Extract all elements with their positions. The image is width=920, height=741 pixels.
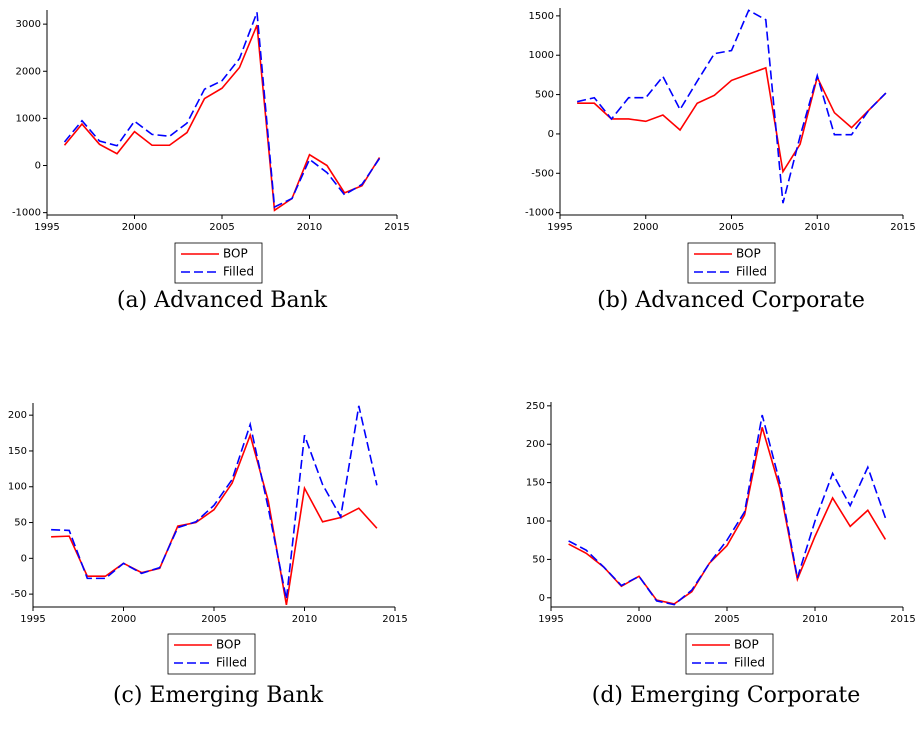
legend-label: Filled bbox=[223, 265, 254, 279]
y-tick-label: 0 bbox=[539, 593, 545, 604]
legend-box bbox=[687, 242, 776, 284]
series-line bbox=[51, 432, 378, 605]
legend-box bbox=[174, 242, 263, 284]
y-tick-label: 1500 bbox=[529, 11, 554, 22]
y-tick-label: 0 bbox=[21, 553, 27, 564]
y-tick-label: 200 bbox=[526, 439, 545, 450]
legend-label: BOP bbox=[734, 638, 759, 652]
x-tick-label: 2005 bbox=[719, 222, 744, 233]
legend-box bbox=[685, 633, 774, 675]
x-tick-label: 1995 bbox=[538, 614, 563, 625]
y-tick-label: -500 bbox=[531, 168, 554, 179]
x-tick-label: 2015 bbox=[384, 222, 409, 233]
series-line bbox=[63, 12, 381, 209]
x-tick-label: 1995 bbox=[547, 222, 572, 233]
y-tick-label: 150 bbox=[8, 446, 27, 457]
legend-box bbox=[167, 633, 256, 675]
y-tick-label: 100 bbox=[526, 516, 545, 527]
caption: (a) Advanced Bank bbox=[117, 288, 328, 313]
legend-label: BOP bbox=[223, 247, 248, 261]
y-tick-label: 100 bbox=[8, 482, 27, 493]
series-line bbox=[63, 24, 381, 212]
series-line bbox=[576, 9, 887, 204]
caption: (b) Advanced Corporate bbox=[597, 288, 865, 313]
x-tick-label: 2000 bbox=[633, 222, 658, 233]
caption: (c) Emerging Bank bbox=[113, 683, 324, 708]
x-tick-label: 2005 bbox=[209, 222, 234, 233]
x-tick-label: 2010 bbox=[297, 222, 322, 233]
y-tick-label: 0 bbox=[35, 161, 41, 172]
x-tick-label: 2005 bbox=[201, 614, 226, 625]
legend-label: Filled bbox=[734, 656, 765, 670]
x-tick-label: 2010 bbox=[292, 614, 317, 625]
y-tick-label: 1000 bbox=[16, 113, 41, 124]
y-tick-label: 1000 bbox=[529, 50, 554, 61]
y-tick-label: 50 bbox=[14, 518, 27, 529]
legend-label: BOP bbox=[216, 638, 241, 652]
legend-label: Filled bbox=[216, 656, 247, 670]
y-tick-label: 500 bbox=[535, 90, 554, 101]
legend-label: BOP bbox=[736, 247, 761, 261]
x-tick-label: 2000 bbox=[111, 614, 136, 625]
x-tick-label: 2015 bbox=[890, 614, 915, 625]
y-tick-label: 0 bbox=[548, 129, 554, 140]
y-tick-label: 200 bbox=[8, 410, 27, 421]
x-tick-label: 1995 bbox=[20, 614, 45, 625]
y-tick-label: -1000 bbox=[525, 208, 554, 219]
x-tick-label: 2010 bbox=[802, 614, 827, 625]
x-tick-label: 1995 bbox=[34, 222, 59, 233]
x-tick-label: 2015 bbox=[890, 222, 915, 233]
x-tick-label: 2005 bbox=[714, 614, 739, 625]
y-tick-label: -1000 bbox=[12, 208, 41, 219]
series-line bbox=[577, 66, 887, 174]
y-tick-label: -50 bbox=[11, 589, 27, 600]
series-line bbox=[568, 427, 887, 605]
y-tick-label: 3000 bbox=[16, 19, 41, 30]
caption: (d) Emerging Corporate bbox=[592, 683, 860, 708]
x-tick-label: 2000 bbox=[626, 614, 651, 625]
y-tick-label: 150 bbox=[526, 478, 545, 489]
y-tick-label: 50 bbox=[532, 554, 545, 565]
legend-label: Filled bbox=[736, 265, 767, 279]
x-tick-label: 2000 bbox=[122, 222, 147, 233]
series-line bbox=[51, 405, 378, 600]
series-line bbox=[568, 414, 887, 606]
x-tick-label: 2010 bbox=[805, 222, 830, 233]
y-tick-label: 250 bbox=[526, 401, 545, 412]
y-tick-label: 2000 bbox=[16, 66, 41, 77]
x-tick-label: 2015 bbox=[382, 614, 407, 625]
